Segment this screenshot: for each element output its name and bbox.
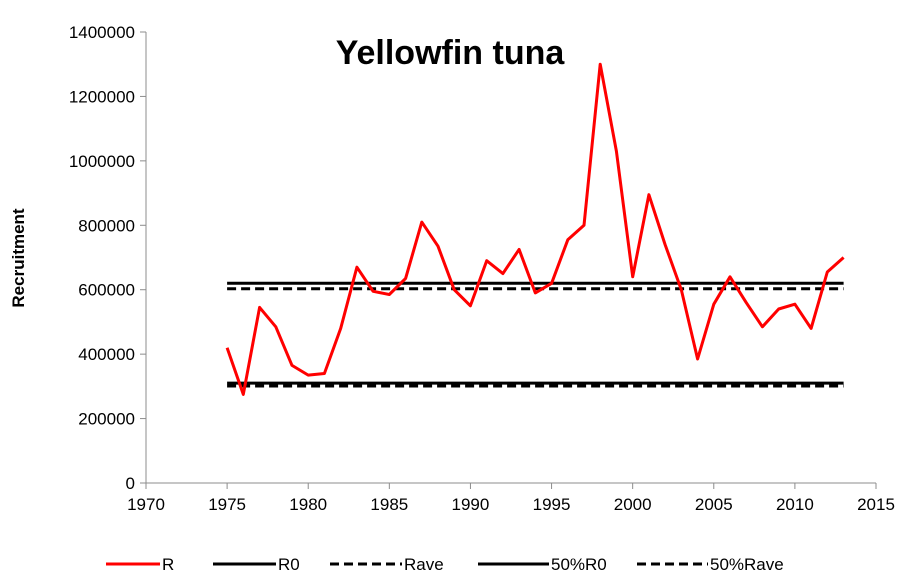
legend-label-50pct-rave: 50%Rave <box>710 555 784 574</box>
y-tick-label: 400000 <box>78 345 135 364</box>
x-tick-label: 1970 <box>127 495 165 514</box>
x-tick-label: 2005 <box>695 495 733 514</box>
y-axis-title: Recruitment <box>9 208 28 308</box>
legend-label-r: R <box>162 555 174 574</box>
x-tick-label: 1980 <box>289 495 327 514</box>
legend: R R0 Rave 50%R0 50%Rave <box>106 555 784 574</box>
x-tick-label: 1995 <box>533 495 571 514</box>
legend-label-rave: Rave <box>404 555 444 574</box>
x-tick-label: 2000 <box>614 495 652 514</box>
x-tick-label: 1990 <box>452 495 490 514</box>
y-tick-label: 1400000 <box>69 23 135 42</box>
axes: 0 200000 400000 600000 800000 1000000 1200000 1… <box>69 23 895 514</box>
y-tick-label: 200000 <box>78 410 135 429</box>
x-tick-label: 1975 <box>208 495 246 514</box>
y-tick-label: 600000 <box>78 281 135 300</box>
y-tick-label: 0 <box>126 474 135 493</box>
y-tick-label: 1000000 <box>69 152 135 171</box>
chart-title: Yellowfin tuna <box>336 34 566 72</box>
series-line-r <box>225 62 845 396</box>
series-group <box>225 62 845 396</box>
legend-label-r0: R0 <box>278 555 300 574</box>
x-tick-label: 1985 <box>370 495 408 514</box>
x-tick-label: 2010 <box>776 495 814 514</box>
y-tick-label: 1200000 <box>69 87 135 106</box>
y-tick-label: 800000 <box>78 216 135 235</box>
legend-label-50pct-r0: 50%R0 <box>551 555 607 574</box>
x-tick-label: 2015 <box>857 495 895 514</box>
